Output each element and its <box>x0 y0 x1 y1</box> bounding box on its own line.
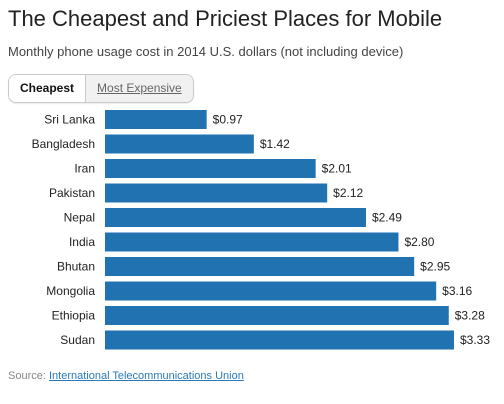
category-label: Nepal <box>64 211 95 225</box>
tab-most-expensive[interactable]: Most Expensive <box>86 75 193 102</box>
bar <box>105 257 415 276</box>
bar <box>105 232 399 252</box>
category-label: Pakistan <box>49 186 95 200</box>
category-label: Iran <box>74 162 95 176</box>
source-prefix: Source: <box>8 370 49 382</box>
category-label: Sudan <box>60 333 95 347</box>
category-label: Ethiopia <box>52 309 96 323</box>
bar <box>105 208 366 227</box>
view-toggle: Cheapest Most Expensive <box>8 74 194 103</box>
bar <box>105 183 328 203</box>
bar <box>105 110 207 129</box>
source-note: Source: International Telecommunications… <box>8 370 244 382</box>
bar <box>105 330 454 350</box>
value-label: $0.97 <box>213 113 243 127</box>
bar-chart: Sri Lanka $0.97 Bangladesh $1.42 Iran $2.01 Pa… <box>32 110 490 350</box>
value-label: $2.95 <box>420 260 450 274</box>
category-label: India <box>69 235 95 249</box>
value-label: $1.42 <box>260 137 290 151</box>
value-label: $2.80 <box>404 235 434 249</box>
bar <box>105 159 316 178</box>
category-label: Sri Lanka <box>44 113 95 127</box>
category-label: Mongolia <box>46 284 95 298</box>
value-label: $2.12 <box>333 186 363 200</box>
value-label: $3.28 <box>455 309 485 323</box>
value-label: $3.16 <box>442 284 472 298</box>
chart-subtitle: Monthly phone usage cost in 2014 U.S. do… <box>8 44 404 59</box>
bar <box>105 281 437 301</box>
chart-title: The Cheapest and Priciest Places for Mob… <box>8 6 443 31</box>
tab-cheapest[interactable]: Cheapest <box>9 75 87 102</box>
value-label: $2.49 <box>372 211 402 225</box>
category-label: Bhutan <box>57 260 95 274</box>
category-label: Bangladesh <box>32 137 95 151</box>
value-label: $3.33 <box>460 333 490 347</box>
bar <box>105 306 449 325</box>
source-link[interactable]: International Telecommunications Union <box>48 370 244 382</box>
value-label: $2.01 <box>322 162 352 176</box>
bar <box>105 134 254 154</box>
